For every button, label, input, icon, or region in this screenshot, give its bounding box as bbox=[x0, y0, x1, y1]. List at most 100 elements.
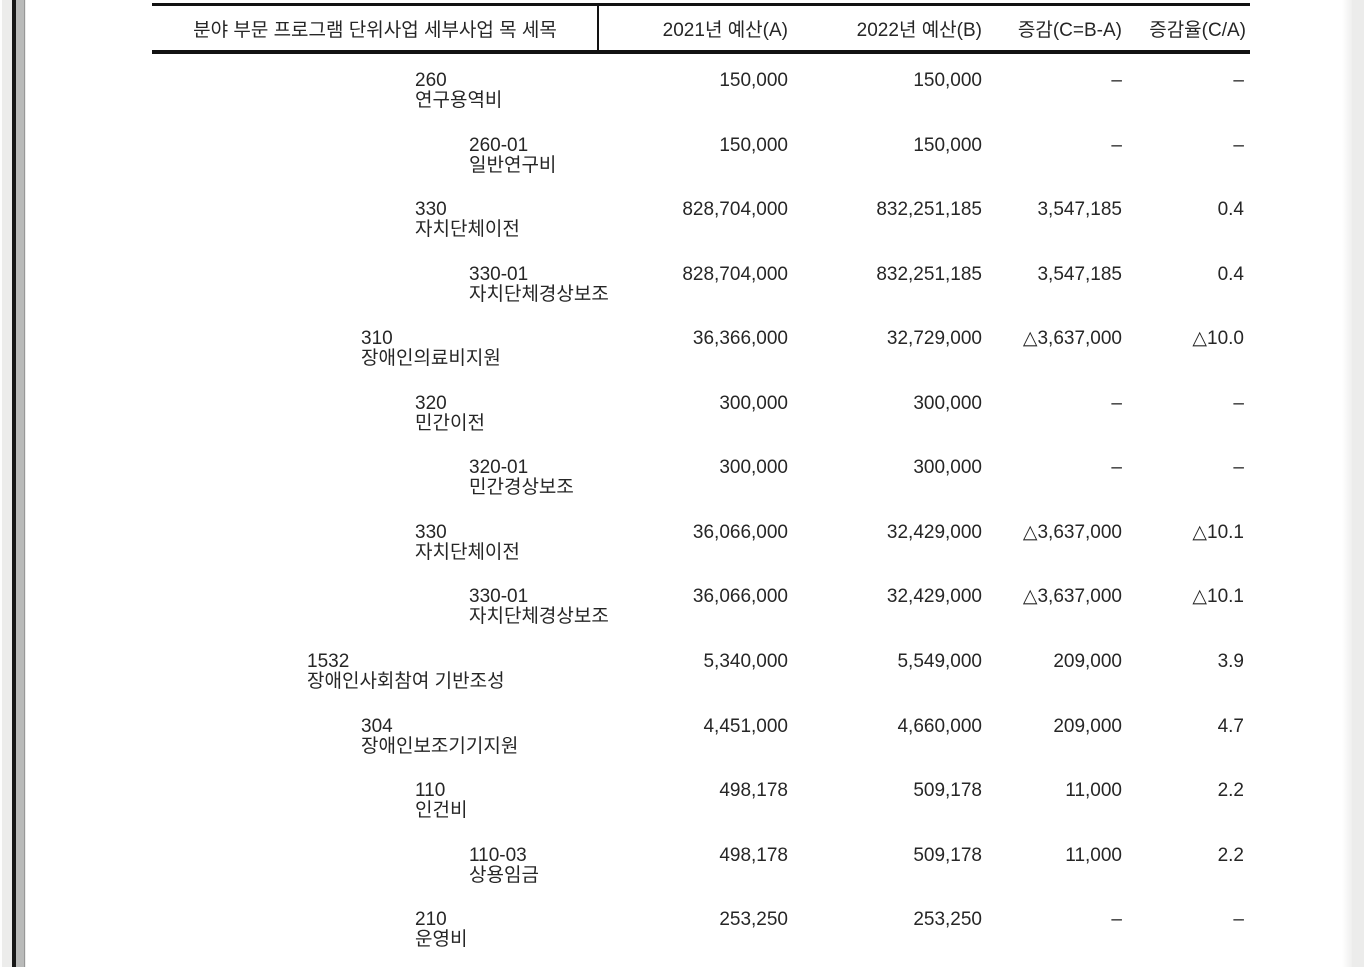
cell-budget-2022: 4,660,000 bbox=[897, 716, 982, 737]
row-name: 장애인사회참여 기반조성 bbox=[307, 671, 505, 692]
cell-budget-2021: 253,250 bbox=[719, 909, 788, 930]
page-right-shadow bbox=[1342, 0, 1364, 967]
cell-change-rate: 0.4 bbox=[1217, 264, 1244, 285]
cell-change-rate: – bbox=[1233, 135, 1244, 156]
cell-budget-2021: 4,451,000 bbox=[703, 716, 788, 737]
row-name: 민간이전 bbox=[415, 413, 485, 434]
cell-budget-2022: 300,000 bbox=[913, 457, 982, 478]
table-row: 110 인건비 498,178 509,178 11,000 2.2 bbox=[0, 780, 1364, 824]
cell-budget-2022: 509,178 bbox=[913, 845, 982, 866]
row-code: 320 bbox=[415, 393, 447, 414]
cell-change: – bbox=[1111, 457, 1122, 478]
row-name: 장애인의료비지원 bbox=[361, 348, 501, 369]
row-code: 304 bbox=[361, 716, 393, 737]
row-code: 330-01 bbox=[469, 586, 529, 607]
cell-change: – bbox=[1111, 70, 1122, 91]
header-hierarchy: 분야 부문 프로그램 단위사업 세부사업 목 세목 bbox=[193, 20, 557, 41]
cell-change-rate: 3.9 bbox=[1217, 651, 1244, 672]
row-code: 310 bbox=[361, 328, 393, 349]
cell-budget-2021: 150,000 bbox=[719, 135, 788, 156]
table-row: 310 장애인의료비지원 36,366,000 32,729,000 △3,637,00… bbox=[0, 328, 1364, 372]
table-column-divider bbox=[597, 6, 599, 50]
cell-change-rate: – bbox=[1233, 70, 1244, 91]
row-code: 330 bbox=[415, 522, 447, 543]
cell-change-rate: – bbox=[1233, 393, 1244, 414]
cell-budget-2021: 36,066,000 bbox=[692, 586, 788, 607]
cell-budget-2022: 832,251,185 bbox=[876, 264, 982, 285]
cell-budget-2021: 828,704,000 bbox=[682, 199, 788, 220]
cell-budget-2022: 32,429,000 bbox=[886, 586, 982, 607]
cell-change: – bbox=[1111, 135, 1122, 156]
row-name: 연구용역비 bbox=[415, 90, 503, 111]
cell-budget-2021: 5,340,000 bbox=[703, 651, 788, 672]
cell-budget-2021: 300,000 bbox=[719, 457, 788, 478]
row-name: 상용임금 bbox=[469, 865, 539, 886]
row-code: 260-01 bbox=[469, 135, 529, 156]
cell-change: 209,000 bbox=[1053, 651, 1122, 672]
document-page bbox=[26, 0, 1352, 967]
cell-change-rate: △10.1 bbox=[1192, 586, 1244, 607]
viewer-left-edge bbox=[0, 0, 2, 967]
cell-change: 3,547,185 bbox=[1037, 264, 1122, 285]
row-name: 운영비 bbox=[415, 929, 468, 950]
header-change: 증감(C=B-A) bbox=[1017, 20, 1122, 41]
cell-budget-2022: 509,178 bbox=[913, 780, 982, 801]
page-edge-bar bbox=[16, 0, 25, 967]
row-code: 110-03 bbox=[469, 845, 527, 866]
row-code: 1532 bbox=[307, 651, 350, 672]
cell-budget-2021: 828,704,000 bbox=[682, 264, 788, 285]
table-row: 330-01 자치단체경상보조 828,704,000 832,251,185 3,54… bbox=[0, 264, 1364, 308]
header-budget-2021: 2021년 예산(A) bbox=[662, 20, 788, 41]
cell-budget-2021: 300,000 bbox=[719, 393, 788, 414]
cell-change-rate: – bbox=[1233, 457, 1244, 478]
table-top-border bbox=[152, 3, 1250, 6]
cell-budget-2022: 32,729,000 bbox=[886, 328, 982, 349]
page-edge-line bbox=[12, 0, 16, 967]
cell-change: 11,000 bbox=[1065, 845, 1122, 866]
cell-change: – bbox=[1111, 393, 1122, 414]
cell-budget-2021: 498,178 bbox=[719, 845, 788, 866]
row-code: 260 bbox=[415, 70, 447, 91]
cell-budget-2022: 300,000 bbox=[913, 393, 982, 414]
row-code: 330 bbox=[415, 199, 447, 220]
cell-change: △3,637,000 bbox=[1022, 586, 1122, 607]
cell-budget-2022: 150,000 bbox=[913, 70, 982, 91]
row-name: 일반연구비 bbox=[469, 155, 557, 176]
cell-budget-2021: 498,178 bbox=[719, 780, 788, 801]
header-change-rate: 증감율(C/A) bbox=[1149, 20, 1246, 41]
row-name: 장애인보조기기지원 bbox=[361, 736, 519, 757]
cell-change: △3,637,000 bbox=[1022, 522, 1122, 543]
row-name: 자치단체경상보조 bbox=[469, 284, 609, 305]
cell-budget-2022: 832,251,185 bbox=[876, 199, 982, 220]
cell-change: – bbox=[1111, 909, 1122, 930]
row-name: 인건비 bbox=[415, 800, 468, 821]
table-row: 330 자치단체이전 828,704,000 832,251,185 3,547,185… bbox=[0, 199, 1364, 243]
table-row: 304 장애인보조기기지원 4,451,000 4,660,000 209,000 4.7 bbox=[0, 716, 1364, 760]
row-name: 자치단체이전 bbox=[415, 219, 520, 240]
row-code: 320-01 bbox=[469, 457, 529, 478]
cell-change-rate: △10.0 bbox=[1192, 328, 1244, 349]
cell-budget-2021: 150,000 bbox=[719, 70, 788, 91]
table-row: 320 민간이전 300,000 300,000 – – bbox=[0, 393, 1364, 437]
row-name: 자치단체경상보조 bbox=[469, 606, 609, 627]
cell-budget-2022: 253,250 bbox=[913, 909, 982, 930]
row-code: 330-01 bbox=[469, 264, 529, 285]
cell-change-rate: 2.2 bbox=[1217, 780, 1244, 801]
row-code: 210 bbox=[415, 909, 447, 930]
cell-budget-2022: 150,000 bbox=[913, 135, 982, 156]
table-row: 1532 장애인사회참여 기반조성 5,340,000 5,549,000 209,00… bbox=[0, 651, 1364, 695]
table-row: 210 운영비 253,250 253,250 – – bbox=[0, 909, 1364, 953]
header-budget-2022: 2022년 예산(B) bbox=[856, 20, 982, 41]
cell-budget-2021: 36,366,000 bbox=[692, 328, 788, 349]
cell-budget-2021: 36,066,000 bbox=[692, 522, 788, 543]
row-name: 민간경상보조 bbox=[469, 477, 574, 498]
cell-change-rate: – bbox=[1233, 909, 1244, 930]
row-code: 110 bbox=[415, 780, 446, 801]
table-row: 330-01 자치단체경상보조 36,066,000 32,429,000 △3,637… bbox=[0, 586, 1364, 630]
table-row: 320-01 민간경상보조 300,000 300,000 – – bbox=[0, 457, 1364, 501]
cell-budget-2022: 5,549,000 bbox=[897, 651, 982, 672]
cell-change-rate: 0.4 bbox=[1217, 199, 1244, 220]
table-header-bottom-border bbox=[152, 50, 1250, 54]
cell-budget-2022: 32,429,000 bbox=[886, 522, 982, 543]
row-name: 자치단체이전 bbox=[415, 542, 520, 563]
